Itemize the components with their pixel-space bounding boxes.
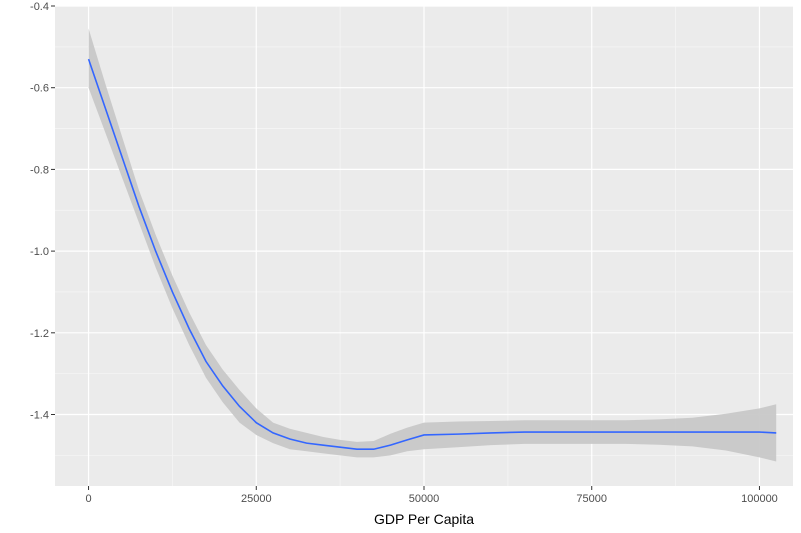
x-axis-ticks: 0 25000 50000 75000 100000 bbox=[85, 486, 778, 505]
x-axis-title: GDP Per Capita bbox=[374, 511, 474, 527]
y-axis-ticks: -0.4 -0.6 -0.8 -1.0 -1.2 -1.4 bbox=[30, 1, 55, 422]
major-gridlines bbox=[55, 5, 793, 486]
x-tick-label: 0 bbox=[85, 493, 91, 505]
y-tick-label: -1.2 bbox=[30, 328, 49, 340]
y-tick-label: -0.8 bbox=[30, 164, 49, 176]
x-tick-label: 100000 bbox=[741, 493, 778, 505]
confidence-ribbon bbox=[88, 28, 777, 462]
x-tick-label: 75000 bbox=[576, 493, 607, 505]
x-tick-label: 50000 bbox=[409, 493, 440, 505]
y-tick-label: -0.4 bbox=[30, 1, 49, 13]
x-tick-label: 25000 bbox=[241, 493, 272, 505]
trend-line bbox=[87, 58, 777, 451]
y-tick-label: -1.0 bbox=[30, 246, 49, 258]
y-tick-label: -0.6 bbox=[30, 83, 49, 95]
y-tick-label: -1.4 bbox=[30, 410, 49, 422]
